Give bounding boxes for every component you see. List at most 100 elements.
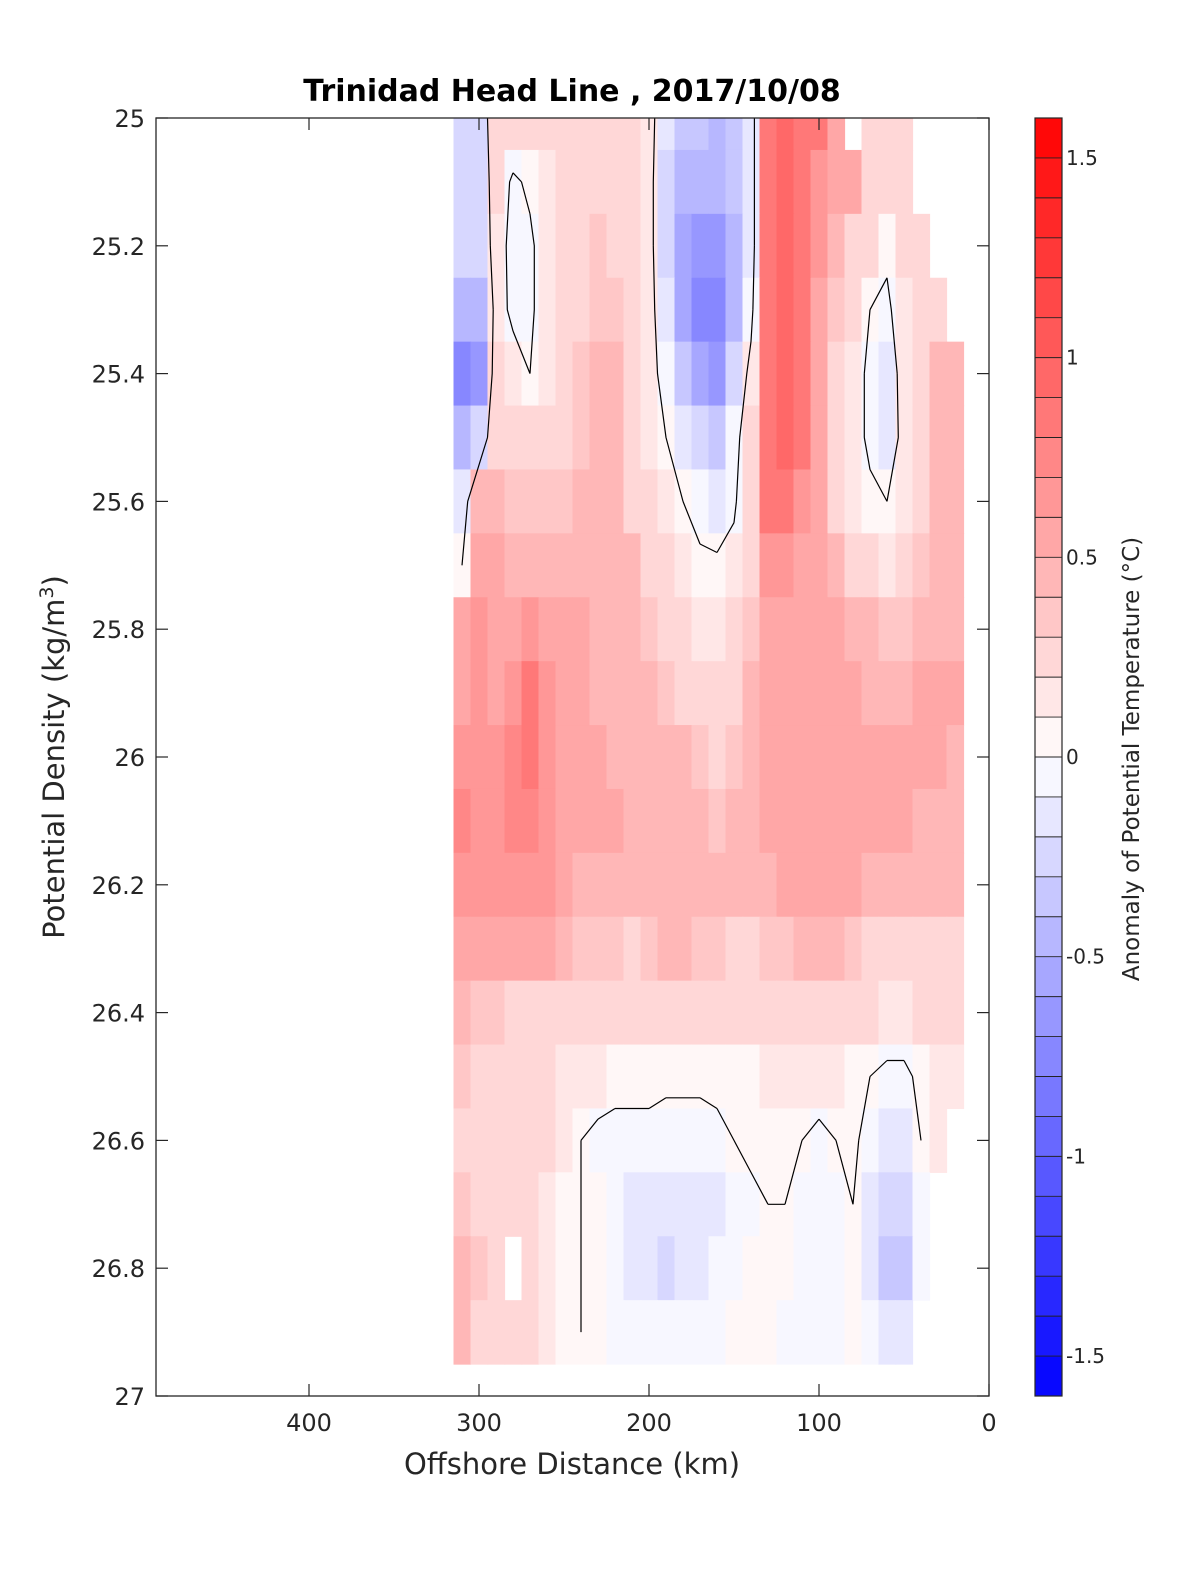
heatmap-cell xyxy=(793,118,812,151)
heatmap-cell xyxy=(810,1172,829,1237)
heatmap-cell xyxy=(657,469,676,534)
heatmap-cell xyxy=(946,788,965,854)
heatmap-cell xyxy=(623,788,642,854)
heatmap-cell xyxy=(878,341,897,407)
heatmap-cell xyxy=(708,916,727,982)
heatmap-cell xyxy=(912,852,931,918)
heatmap-cell xyxy=(708,213,727,279)
heatmap-cell xyxy=(623,118,642,151)
heatmap-cell xyxy=(878,1300,897,1365)
heatmap-cell xyxy=(929,405,948,471)
heatmap-cell xyxy=(453,405,472,471)
heatmap-cell xyxy=(912,1172,931,1237)
colorbar-tick-label: 1 xyxy=(1066,346,1079,370)
heatmap-cell xyxy=(538,661,557,726)
heatmap-cell xyxy=(691,725,710,790)
heatmap-cell xyxy=(861,916,880,982)
heatmap-cell xyxy=(640,1044,659,1110)
heatmap-cell xyxy=(538,916,557,982)
heatmap-cell xyxy=(623,1044,642,1110)
heatmap-cell xyxy=(742,1044,761,1110)
heatmap-cell xyxy=(776,1044,795,1110)
heatmap-cell xyxy=(691,118,710,151)
y-tick-label: 26.6 xyxy=(92,1127,145,1155)
heatmap-cell xyxy=(606,852,625,918)
heatmap-cell xyxy=(572,788,591,854)
heatmap-cell xyxy=(912,341,931,407)
heatmap-cell xyxy=(589,405,608,471)
heatmap-cell xyxy=(657,725,676,790)
heatmap-cell xyxy=(657,341,676,407)
heatmap-cell xyxy=(589,118,608,151)
heatmap-cell xyxy=(555,1108,574,1173)
heatmap-cell xyxy=(861,980,880,1046)
x-tick-label: 0 xyxy=(981,1409,996,1437)
heatmap-cell xyxy=(453,118,472,151)
heatmap-cell xyxy=(776,213,795,279)
chart-title: Trinidad Head Line , 2017/10/08 xyxy=(303,74,840,109)
heatmap-cell xyxy=(895,277,914,343)
heatmap-cell xyxy=(742,1300,761,1365)
heatmap-cell xyxy=(504,725,523,790)
colorbar-tick-label: 0 xyxy=(1066,745,1079,769)
heatmap-cell xyxy=(691,597,710,662)
heatmap-cell xyxy=(776,980,795,1046)
y-tick-label: 26 xyxy=(114,744,145,772)
heatmap-cell xyxy=(640,1236,659,1301)
y-tick-label: 25 xyxy=(114,105,145,133)
colorbar-segment xyxy=(1035,157,1062,199)
heatmap-cell xyxy=(674,149,693,215)
heatmap-cell xyxy=(487,213,506,279)
heatmap-cell xyxy=(878,661,897,726)
heatmap-cell xyxy=(640,980,659,1046)
heatmap-cell xyxy=(521,725,540,790)
heatmap-cell xyxy=(623,916,642,982)
heatmap-cell xyxy=(725,788,744,854)
heatmap-cell xyxy=(606,1044,625,1110)
heatmap-cell xyxy=(912,213,931,279)
heatmap-cell xyxy=(742,1172,761,1237)
heatmap-cell xyxy=(759,916,778,982)
heatmap-cell xyxy=(623,213,642,279)
heatmap-cell xyxy=(861,213,880,279)
heatmap-cell xyxy=(776,341,795,407)
heatmap-cell xyxy=(453,1300,472,1365)
heatmap-cell xyxy=(708,788,727,854)
heatmap-cell xyxy=(810,597,829,662)
heatmap-cell xyxy=(640,1300,659,1365)
heatmap-cell xyxy=(844,788,863,854)
heatmap-cell xyxy=(827,916,846,982)
heatmap-cell xyxy=(504,1172,523,1237)
heatmap-cell xyxy=(657,277,676,343)
heatmap-cell xyxy=(470,1044,489,1110)
heatmap-cell xyxy=(606,725,625,790)
heatmap-cell xyxy=(674,1172,693,1237)
heatmap-cell xyxy=(538,469,557,534)
heatmap-cell xyxy=(776,725,795,790)
heatmap-cell xyxy=(657,597,676,662)
heatmap-cell xyxy=(657,916,676,982)
heatmap-cell xyxy=(453,597,472,662)
colorbar: 1.5 1 0.5 0 -0.5 -1 -1.5 xyxy=(1034,117,1105,1397)
heatmap-cell xyxy=(742,980,761,1046)
heatmap-cell xyxy=(521,1172,540,1237)
heatmap-cell xyxy=(793,1044,812,1110)
heatmap-cell xyxy=(470,533,489,598)
heatmap-cell xyxy=(589,1108,608,1173)
heatmap-cell xyxy=(878,118,897,151)
heatmap-cell xyxy=(742,533,761,598)
heatmap-cell xyxy=(640,533,659,598)
heatmap-cell xyxy=(759,1236,778,1301)
heatmap-cell xyxy=(759,213,778,279)
heatmap-cell xyxy=(827,277,846,343)
heatmap-cell xyxy=(946,725,965,790)
heatmap-cell xyxy=(895,725,914,790)
colorbar-segment xyxy=(1035,1276,1062,1317)
heatmap-cell xyxy=(538,533,557,598)
heatmap-cell xyxy=(589,1044,608,1110)
heatmap-cell xyxy=(708,1300,727,1365)
heatmap-cell xyxy=(521,1044,540,1110)
heatmap-cell xyxy=(487,788,506,854)
heatmap-cell xyxy=(538,1300,557,1365)
colorbar-segment xyxy=(1035,1076,1062,1117)
